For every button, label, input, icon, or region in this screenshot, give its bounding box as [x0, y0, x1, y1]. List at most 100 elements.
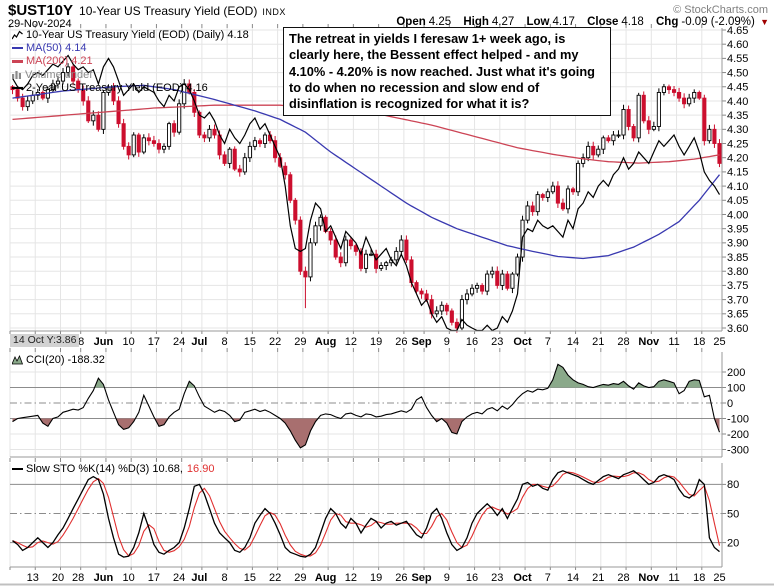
- exchange-label: INDX: [262, 7, 286, 17]
- main-chart-legend: 10-Year US Treasury Yield (EOD) (Daily) …: [11, 29, 249, 95]
- x-axis-date-label: 20: [52, 572, 64, 584]
- x-axis-date-label: 11: [668, 336, 679, 348]
- axis-tick-label: 4.45: [727, 82, 748, 94]
- close-value: 4.18: [621, 16, 644, 28]
- axis-tick-label: 4.65: [727, 25, 748, 37]
- axis-tick-label: 100: [727, 382, 745, 394]
- x-axis-date-label: 13: [27, 572, 39, 584]
- cci-area-fill: [12, 418, 720, 448]
- x-axis-date-label: 21: [592, 336, 604, 348]
- legend-item-volume: Volume undef: [12, 69, 249, 81]
- legend-ma50-label: MA(50) 4.14: [26, 42, 87, 55]
- axis-tick-label: 3.65: [727, 309, 748, 321]
- x-axis-date-label: 19: [370, 572, 382, 584]
- x-axis-date-label: 11: [668, 572, 679, 584]
- quote-summary-bar: Open 4.25 High 4.27 Low 4.17 Close 4.18 Chg -…: [396, 16, 769, 28]
- axis-tick-label: 4.30: [727, 124, 748, 136]
- candlestick-series: [10, 63, 722, 333]
- annotation-note-box: The retreat in yields I feresaw 1+ week …: [283, 27, 611, 117]
- page-title: 10-Year US Treasury Yield (EOD): [79, 4, 258, 18]
- sto-d-line: [12, 471, 721, 557]
- low-label: Low: [526, 16, 550, 28]
- x-axis-date-label: 18: [693, 336, 705, 348]
- legend-item-price-series: 10-Year US Treasury Yield (EOD) (Daily) …: [11, 29, 249, 41]
- x-axis-date-label: Jul: [191, 336, 207, 348]
- crosshair-date-tooltip: 14 Oct Y:3.86: [10, 334, 80, 347]
- axis-tick-label: 4.20: [727, 153, 748, 165]
- price-series-icon: [11, 30, 23, 40]
- sto-legend-label-d: 16.90: [186, 463, 215, 475]
- legend-ma200-label: MA(200) 4.21: [26, 55, 93, 68]
- sto-legend-label-k: Slow STO %K(14) %D(3) 10.68,: [26, 463, 183, 475]
- x-axis-date-label: 26: [395, 336, 407, 348]
- x-axis-date-label: 25: [713, 572, 725, 584]
- volume-bars-icon: [12, 70, 22, 80]
- stockcharts-copyright-link[interactable]: © StockCharts.com: [673, 4, 768, 16]
- axis-tick-label: 3.90: [727, 238, 748, 250]
- axis-tick-label: 200: [727, 367, 745, 379]
- axis-tick-label: 4.00: [727, 209, 748, 221]
- x-axis-date-label: 8: [222, 572, 228, 584]
- axis-tick-label: 4.50: [727, 67, 748, 79]
- x-axis-date-label: Jun: [94, 336, 114, 348]
- x-axis-date-label: 23: [491, 572, 503, 584]
- x-axis-date-label: Aug: [315, 336, 336, 348]
- close-label: Close: [587, 16, 619, 28]
- axis-tick-label: 3.85: [727, 252, 748, 264]
- x-axis-date-label: 28: [617, 336, 629, 348]
- x-axis-date-label: 19: [370, 336, 382, 348]
- x-axis-date-label: Nov: [638, 336, 660, 348]
- cci-area-icon: [11, 355, 24, 365]
- axis-tick-label: 4.25: [727, 138, 748, 150]
- ma50-line: [12, 84, 721, 260]
- x-axis-date-label: 12: [345, 336, 357, 348]
- x-axis-date-label: 17: [148, 336, 160, 348]
- legend-price-series-label: 10-Year US Treasury Yield (EOD) (Daily) …: [26, 29, 249, 41]
- cci-area-fill: [12, 364, 720, 388]
- axis-tick-label: 4.55: [727, 53, 748, 65]
- x-axis-date-label: 18: [693, 572, 705, 584]
- axis-tick-label: 50: [727, 508, 739, 520]
- x-axis-date-label: 10: [123, 572, 135, 584]
- open-label: Open: [396, 16, 426, 28]
- ma200-line-swatch-icon: [12, 60, 23, 63]
- high-label: High: [463, 16, 489, 28]
- change-label: Chg: [656, 16, 679, 28]
- axis-tick-label: 4.60: [727, 39, 748, 51]
- x-axis-date-label: 16: [466, 336, 478, 348]
- legend-item-ma50: MA(50) 4.14: [12, 42, 249, 54]
- axis-tick-label: 3.75: [727, 280, 748, 292]
- cci-line: [12, 363, 721, 449]
- sto-k-line-swatch-icon: [12, 467, 23, 471]
- axis-tick-label: 4.35: [727, 110, 748, 122]
- axis-tick-label: 80: [727, 479, 739, 491]
- sto-k-line: [12, 470, 720, 558]
- x-axis-date-label: 16: [466, 572, 478, 584]
- x-axis-date-label: 15: [244, 572, 256, 584]
- x-axis-date-label: 9: [444, 572, 450, 584]
- open-value: 4.25: [428, 16, 452, 28]
- axis-tick-label: 4.05: [727, 195, 748, 207]
- two-year-yield-line: [11, 54, 721, 332]
- x-axis-date-label: 8: [222, 336, 228, 348]
- axis-tick-label: -200: [727, 429, 749, 441]
- x-axis-date-label: 17: [148, 572, 160, 584]
- axis-tick-label: 3.80: [727, 266, 748, 278]
- x-axis-date-label: Nov: [638, 572, 660, 584]
- x-axis-date-label: Jun: [94, 572, 114, 584]
- chart-date-label: 29-Nov-2024: [8, 18, 72, 30]
- high-value: 4.27: [491, 16, 515, 28]
- legend-volume-label: Volume undef: [25, 68, 93, 81]
- symbol-label: $UST10Y: [8, 2, 74, 19]
- x-axis-date-label: 7: [545, 572, 551, 584]
- x-axis-date-label: Aug: [315, 572, 336, 584]
- two-year-line-swatch-icon: [12, 86, 23, 89]
- x-axis-date-label: 7: [545, 336, 551, 348]
- x-axis-date-label: 22: [269, 336, 281, 348]
- x-axis-date-label: 15: [244, 336, 256, 348]
- x-axis-date-label: 28: [617, 572, 629, 584]
- x-axis-date-label: Oct: [513, 572, 532, 584]
- x-axis-date-label: Sep: [411, 572, 431, 584]
- x-axis-date-label: 10: [123, 336, 135, 348]
